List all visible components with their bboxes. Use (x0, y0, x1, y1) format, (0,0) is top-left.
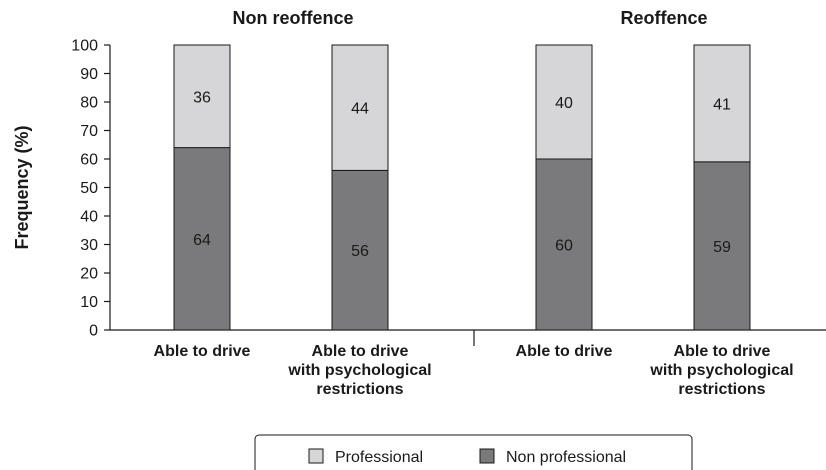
y-tick-label: 70 (80, 123, 98, 140)
y-tick-label: 0 (89, 323, 98, 340)
bar-value-label: 36 (193, 89, 211, 106)
x-category-label: Able to drive (154, 343, 251, 360)
y-tick-label: 40 (80, 209, 98, 226)
legend: Professional Non professional (254, 434, 693, 470)
y-tick-label: 80 (80, 95, 98, 112)
y-axis-title: Frequency (%) (12, 125, 32, 249)
bar-value-label: 60 (555, 238, 573, 255)
bar-value-label: 56 (351, 243, 369, 260)
y-tick-label: 10 (80, 294, 98, 311)
y-tick-label: 90 (80, 66, 98, 83)
x-category-label: Able to drive (516, 343, 613, 360)
x-category-label: Able to drive with psychological restricti… (649, 343, 793, 398)
bar-segment-professional (173, 44, 231, 149)
y-tick-label: 50 (80, 180, 98, 197)
bar-value-label: 64 (193, 232, 211, 249)
y-tick-label: 60 (80, 152, 98, 169)
bar-segment-professional (535, 44, 593, 160)
legend-swatch (479, 448, 495, 464)
legend-box (254, 434, 693, 470)
bar-value-label: 44 (351, 101, 369, 118)
bar-value-label: 41 (713, 96, 731, 113)
y-tick-label: 20 (80, 266, 98, 283)
legend-label: Professional (335, 449, 423, 466)
x-category-label: Able to drive with psychological restricti… (287, 343, 431, 398)
bars (173, 44, 751, 331)
y-tick-label: 30 (80, 237, 98, 254)
bar-segment-non-professional (331, 169, 389, 331)
bar-segment-professional (693, 44, 751, 163)
bar-segment-non-professional (535, 158, 593, 331)
bar-segment-professional (331, 44, 389, 171)
bar-value-label: 59 (713, 239, 731, 256)
axes: 0 10 20 30 40 50 60 70 80 90 100 Frequency (%) (12, 38, 826, 346)
group-title: Non reoffence (232, 8, 353, 28)
y-tick-label: 100 (71, 38, 98, 55)
labels: Non reoffence Reoffence 64 36 56 44 60 40 59 41 Ab… (154, 8, 794, 398)
legend-label: Non professional (506, 449, 626, 466)
legend-swatch (308, 448, 324, 464)
group-title: Reoffence (620, 8, 707, 28)
bar-value-label: 40 (555, 95, 573, 112)
bar-segment-non-professional (693, 161, 751, 331)
